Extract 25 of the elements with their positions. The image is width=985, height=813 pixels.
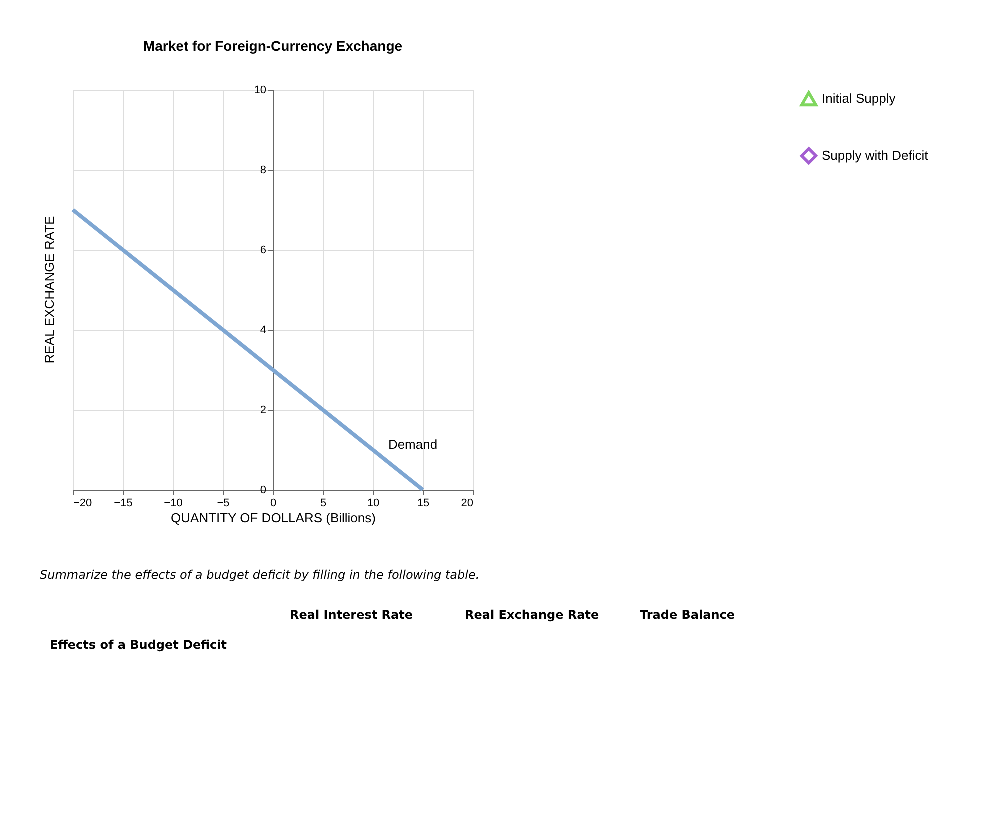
y-tick-label: 6	[260, 244, 266, 256]
x-tick-label: 0	[270, 498, 277, 510]
y-tick-label: 10	[254, 84, 266, 96]
y-tick-label: 2	[260, 404, 266, 416]
series-label: Demand	[388, 437, 438, 452]
x-tick-label: −20	[74, 498, 92, 510]
x-tick-label: 20	[461, 498, 474, 510]
text: Summarize the effects of a budget deficit by filling in the following table.	[40, 568, 480, 582]
text: Trade Balance	[640, 608, 736, 622]
x-tick-label: −15	[114, 498, 133, 510]
x-tick-label: −10	[164, 498, 183, 510]
x-tick-label: −5	[217, 498, 230, 510]
y-axis-title: REAL EXCHANGE RATE	[42, 216, 57, 364]
chart-title: Market for Foreign-Currency Exchange	[143, 38, 403, 54]
text: Real Exchange Rate	[465, 608, 600, 622]
legend-label: Supply with Deficit	[822, 148, 929, 163]
x-axis-title: QUANTITY OF DOLLARS (Billions)	[171, 510, 376, 526]
x-tick-label: 5	[320, 498, 327, 510]
y-tick-label: 8	[260, 164, 266, 176]
x-tick-label: 15	[417, 498, 430, 510]
text: Real Interest Rate	[290, 608, 413, 622]
legend-label: Initial Supply	[822, 91, 896, 106]
y-tick-label: 4	[260, 324, 266, 336]
x-tick-label: 10	[367, 498, 380, 510]
text: Effects of a Budget Deficit	[50, 638, 228, 652]
